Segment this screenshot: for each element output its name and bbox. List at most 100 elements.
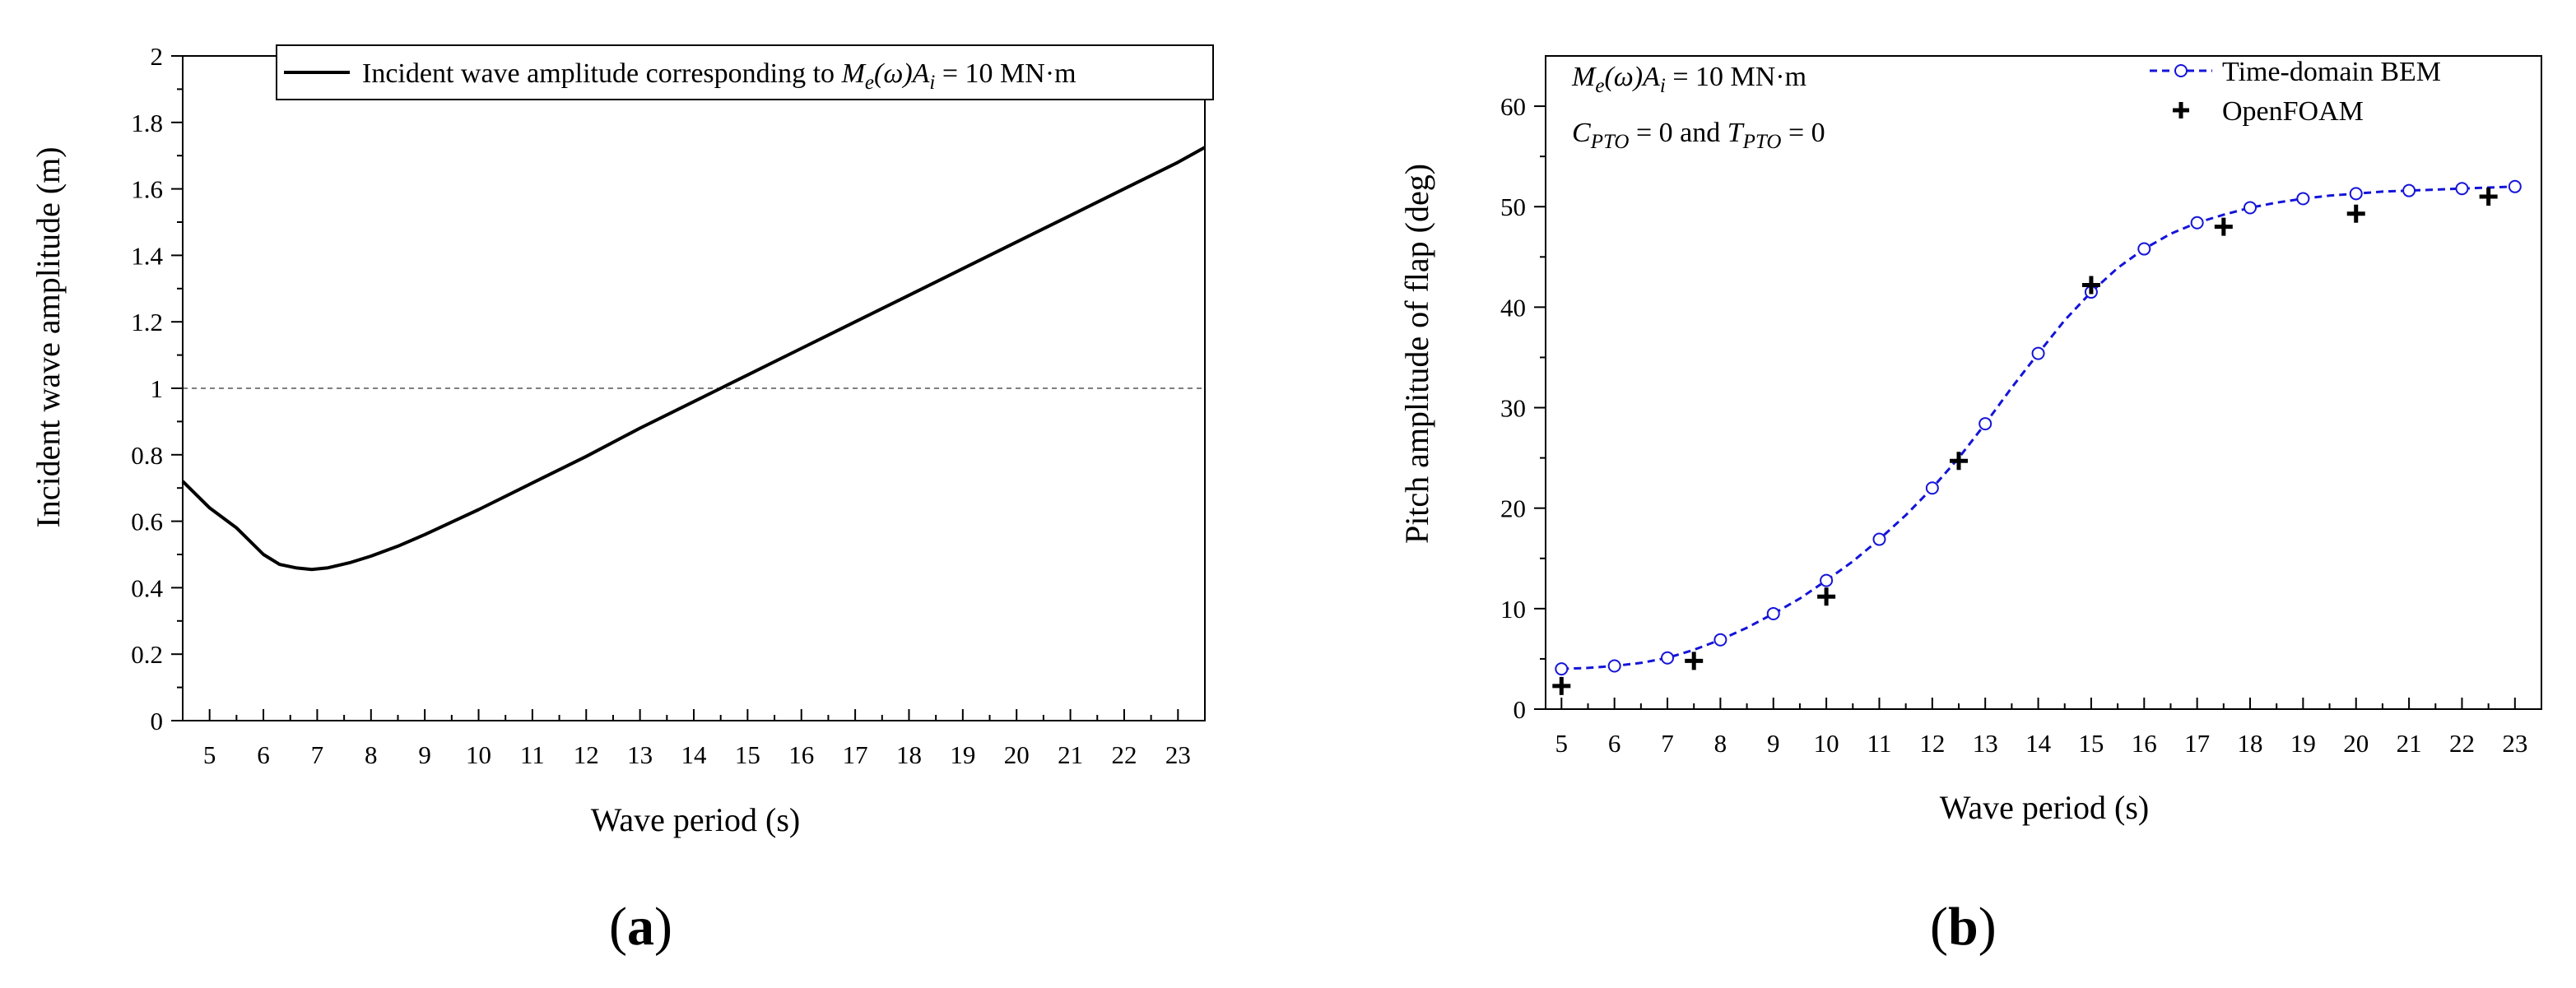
openfoam-marker (2081, 276, 2100, 295)
plot-frame (1545, 55, 2542, 710)
bem-marker (1872, 532, 1886, 546)
x-tick-label: 14 (2025, 729, 2052, 758)
x-tick-label: 7 (311, 740, 324, 769)
panel-label-b: (b) (1930, 897, 1997, 957)
x-tick-label: 13 (1973, 729, 1998, 758)
bem-marker (1925, 481, 1939, 495)
x-tick-label: 5 (1555, 729, 1569, 758)
bem-marker (2402, 183, 2416, 197)
legend: Incident wave amplitude corresponding to… (276, 44, 1214, 100)
y-tick-label: 30 (1500, 394, 1526, 423)
x-tick-label: 7 (1661, 729, 1674, 758)
x-tick-label: 21 (2397, 729, 2422, 758)
x-tick-label: 8 (1714, 729, 1727, 758)
y-tick-label: 0.2 (131, 640, 163, 669)
bem-marker (1661, 651, 1675, 665)
y-tick-label: 50 (1500, 192, 1526, 221)
openfoam-marker (1817, 587, 1836, 606)
openfoam-marker (1685, 652, 1704, 670)
y-tick-label: 0.6 (131, 508, 163, 536)
y-tick-label: 1.4 (131, 241, 163, 270)
bem-marker (1607, 659, 1621, 673)
y-tick-label: 2 (151, 42, 164, 71)
x-tick-label: 23 (1165, 740, 1191, 769)
y-tick-label: 1.2 (131, 308, 163, 336)
bem-marker (2508, 179, 2522, 193)
bem-marker (1766, 606, 1780, 620)
x-tick-label: 19 (950, 740, 975, 769)
x-tick-label: 20 (1004, 740, 1030, 769)
legend-bem-label: Time-domain BEM (2222, 57, 2441, 87)
x-tick-label: 14 (681, 740, 708, 769)
x-tick-label: 22 (2449, 729, 2475, 758)
y-tick-label: 0.8 (131, 441, 163, 470)
x-tick-label: 10 (1814, 729, 1839, 758)
y-tick-label: 1 (151, 374, 164, 403)
y-tick-label: 0 (151, 707, 164, 735)
series-layer (181, 146, 1206, 572)
x-tick-label: 18 (2238, 729, 2263, 758)
openfoam-marker (2214, 217, 2233, 236)
chart-panel-a: 5 6 7 8 9 10 11 12 13 14 15 16 17 18 19 20 21 22 23 00.20.… (30, 42, 1214, 957)
series-line-incident-amplitude (181, 146, 1206, 572)
annotation-moment: Me(ω)Ai = 10 MN·m (1571, 62, 1806, 97)
chart-panel-b: 5 6 7 8 9 10 11 12 13 14 15 16 17 18 19 20 21 22 23 0 10 20 3… (1398, 55, 2542, 957)
panel-label-a: (a) (609, 897, 672, 957)
x-axis-ticks: 5 6 7 8 9 10 11 12 13 14 15 16 17 18 19 20 21 22 23 (1555, 698, 2542, 758)
series-line-bem (1561, 185, 2515, 670)
legend-openfoam-marker (2173, 102, 2189, 118)
x-tick-label: 5 (203, 740, 216, 769)
x-tick-label: 16 (2132, 729, 2157, 758)
openfoam-marker (1950, 452, 1969, 471)
x-tick-label: 11 (520, 740, 545, 769)
x-tick-label: 15 (2078, 729, 2104, 758)
y-axis-ticks: 0 0.2 0.4 0.6 0.8 1 1.2 1.4 1.6 1.8 2 (131, 42, 183, 735)
y-tick-label: 0 (1514, 695, 1527, 724)
x-tick-label: 10 (466, 740, 491, 769)
x-tick-label: 17 (843, 740, 868, 769)
x-tick-label: 15 (735, 740, 760, 769)
x-axis-ticks: 5 6 7 8 9 10 11 12 13 14 15 16 17 18 19 20 21 22 23 (182, 709, 1206, 769)
bem-marker (2455, 182, 2469, 196)
legend-openfoam-label: OpenFOAM (2222, 96, 2364, 127)
legend-label: Incident wave amplitude corresponding to… (362, 58, 1076, 94)
y-tick-label: 0.4 (131, 573, 163, 602)
y-tick-label: 40 (1500, 293, 1526, 322)
bem-marker (2190, 216, 2204, 230)
y-axis-ticks: 0 10 20 30 40 50 60 (1500, 92, 1546, 724)
legend: Time-domain BEM OpenFOAM (2150, 57, 2441, 127)
x-tick-label: 17 (2184, 729, 2210, 758)
x-tick-label: 20 (2343, 729, 2369, 758)
annotation-pto: CPTO = 0 and TPTO = 0 (1572, 118, 1825, 153)
bem-marker (2137, 242, 2151, 256)
x-tick-label: 8 (365, 740, 378, 769)
x-tick-label: 6 (257, 740, 270, 769)
series-layer (1552, 179, 2522, 695)
bem-marker (1978, 417, 1992, 431)
x-tick-label: 23 (2502, 729, 2527, 758)
x-tick-label: 22 (1111, 740, 1137, 769)
bem-marker (2296, 192, 2310, 206)
y-tick-label: 20 (1500, 494, 1526, 523)
y-axis-label: Pitch amplitude of flap (deg) (1398, 164, 1435, 544)
legend-bem-marker (2174, 64, 2188, 77)
x-tick-label: 21 (1058, 740, 1083, 769)
x-tick-label: 19 (2290, 729, 2316, 758)
bem-marker (2031, 346, 2045, 360)
bem-marker (1555, 662, 1569, 676)
x-tick-label: 12 (1919, 729, 1945, 758)
y-tick-label: 1.8 (131, 109, 163, 137)
x-tick-label: 13 (627, 740, 653, 769)
y-tick-label: 60 (1500, 92, 1526, 121)
y-tick-label: 10 (1500, 595, 1526, 624)
x-axis-label: Wave period (s) (591, 801, 800, 838)
x-tick-label: 6 (1608, 729, 1621, 758)
x-tick-label: 9 (1767, 729, 1780, 758)
x-tick-label: 12 (574, 740, 599, 769)
bem-marker (1713, 633, 1727, 647)
openfoam-marker (2346, 204, 2365, 223)
x-tick-label: 18 (896, 740, 922, 769)
y-tick-label: 1.6 (131, 175, 163, 204)
x-axis-label: Wave period (s) (1940, 789, 2149, 826)
